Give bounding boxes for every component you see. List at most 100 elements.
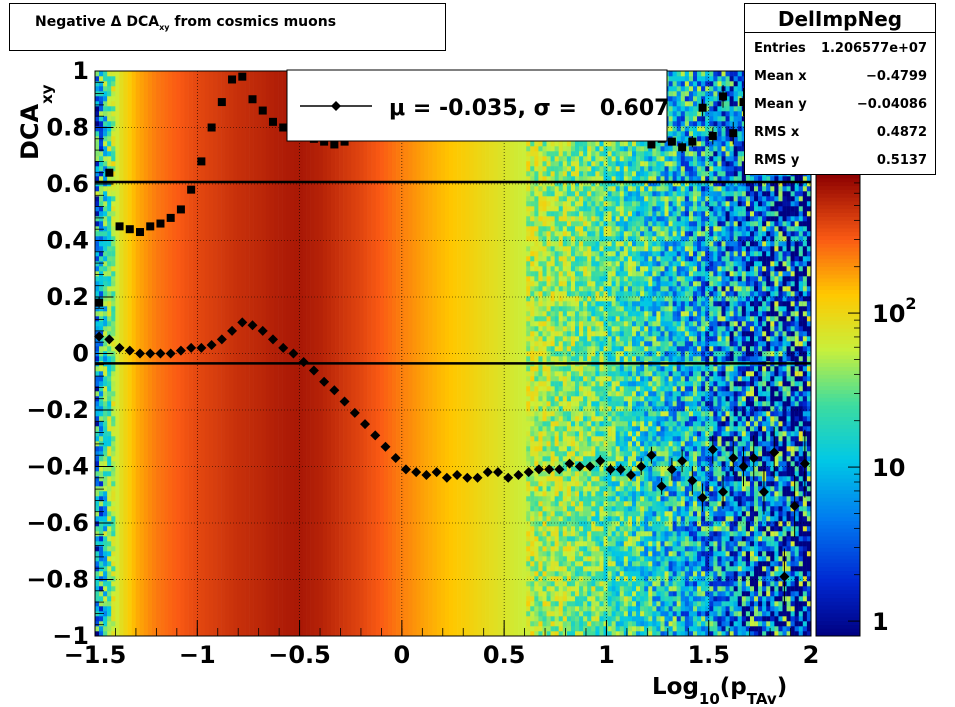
heatmap-cell [603,246,608,252]
heatmap-cell [619,546,625,552]
heatmap-cell [554,411,560,417]
heatmap-cell [676,501,682,507]
heatmap-cell [664,256,669,262]
heatmap-cell [591,356,596,362]
heatmap-cell [627,561,633,567]
heatmap-cell [627,241,633,247]
heatmap-cell [640,151,645,157]
heatmap-cell [587,526,592,532]
heatmap-cell [554,151,560,157]
heatmap-cell [595,261,600,267]
heatmap-cell [562,501,568,507]
heatmap-cell [676,216,682,222]
heatmap-cell [619,421,625,427]
heatmap-cell [111,461,116,467]
heatmap-cell [570,346,576,352]
heatmap-cell [644,531,649,537]
heatmap-cell [530,501,535,507]
heatmap-cell [107,556,112,562]
heatmap-cell [526,291,531,297]
heatmap-cell [672,291,678,297]
heatmap-cell [652,521,657,527]
heatmap-cell [554,251,560,257]
heatmap-cell [648,236,653,242]
heatmap-cell [636,366,641,372]
heatmap-cell [95,156,100,162]
heatmap-cell [575,366,580,372]
heatmap-cell [558,611,564,617]
heatmap-cell [550,186,556,192]
heatmap-cell [562,311,568,317]
heatmap-cell [530,451,535,457]
heatmap-cell [575,486,580,492]
heatmap-cell [550,531,556,537]
heatmap-cell [623,561,629,567]
heatmap-cell [640,566,645,572]
heatmap-cell [575,591,580,597]
heatmap-cell [111,436,116,442]
heatmap-cell [566,581,572,587]
heatmap-cell [95,96,100,102]
heatmap-cell [656,146,661,152]
heatmap-cell [611,161,617,167]
heatmap-cell [595,171,600,177]
heatmap-cell [615,331,621,337]
heatmap-cell [676,276,682,282]
heatmap-cell [99,601,104,607]
heatmap-cell [644,331,649,337]
heatmap-cell [644,521,649,527]
heatmap-cell [595,581,600,587]
heatmap-cell [554,216,560,222]
heatmap-cell [619,446,625,452]
heatmap-cell [579,501,584,507]
heatmap-cell [648,511,653,517]
heatmap-cell [668,531,673,537]
heatmap-cell [587,311,592,317]
heatmap-cell [107,621,112,627]
heatmap-cell [623,261,629,267]
heatmap-cell [538,341,543,347]
heatmap-cell [570,336,576,342]
heatmap-cell [538,296,543,302]
heatmap-cell [570,631,576,637]
heatmap-cell [111,481,116,487]
heatmap-cell [566,411,572,417]
heatmap-cell [107,296,112,302]
heatmap-cell [95,146,100,152]
heatmap-cell [103,196,108,202]
heatmap-cell [550,501,556,507]
heatmap-cell [644,406,649,412]
heatmap-cell [530,316,535,322]
heatmap-cell [579,631,584,637]
heatmap-cell [615,391,621,397]
heatmap-cell [526,441,531,447]
heatmap-cell [652,366,657,372]
heatmap-cell [623,566,629,572]
heatmap-cell [627,596,633,602]
heatmap-cell [676,111,682,117]
heatmap-cell [599,506,604,512]
heatmap-cell [570,411,576,417]
heatmap-cell [95,481,100,487]
heatmap-cell [583,426,588,432]
heatmap-cell [672,286,678,292]
heatmap-cell [530,141,535,147]
heatmap-cell [542,191,547,197]
heatmap-cell [570,206,576,212]
heatmap-cell [566,301,572,307]
heatmap-cell [550,241,556,247]
heatmap-cell [644,246,649,252]
heatmap-cell [619,311,625,317]
heatmap-cell [107,476,112,482]
heatmap-cell [111,91,116,97]
heatmap-cell [615,376,621,382]
heatmap-cell [636,286,641,292]
heatmap-cell [566,356,572,362]
heatmap-cell [644,501,649,507]
heatmap-cell [619,626,625,632]
heatmap-cell [615,176,621,182]
heatmap-cell [587,286,592,292]
heatmap-cell [676,416,682,422]
heatmap-cell [566,601,572,607]
heatmap-cell [587,301,592,307]
